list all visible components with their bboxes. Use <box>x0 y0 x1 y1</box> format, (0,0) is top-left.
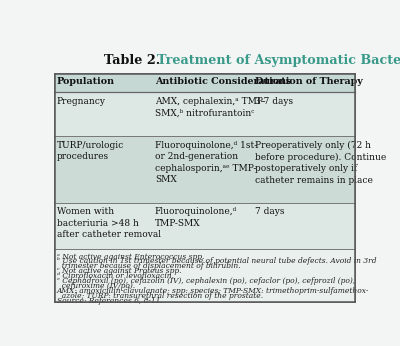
Text: Fluoroquinolone,ᵈ
TMP-SMX: Fluoroquinolone,ᵈ TMP-SMX <box>155 208 237 228</box>
Text: azole; TURP: transurethral resection of the prostate.: azole; TURP: transurethral resection of … <box>57 292 263 300</box>
Text: ᵈ Ciprofloxacin or levofloxacin.: ᵈ Ciprofloxacin or levofloxacin. <box>57 272 174 280</box>
Text: trimester because of displacement of bilirubin.: trimester because of displacement of bil… <box>57 262 240 270</box>
Text: Women with
bacteriuria >48 h
after catheter removal: Women with bacteriuria >48 h after cathe… <box>57 208 161 239</box>
Text: Duration of Therapy: Duration of Therapy <box>255 77 363 86</box>
Text: cefuroxime (IV/po).: cefuroxime (IV/po). <box>57 282 135 290</box>
FancyBboxPatch shape <box>55 92 355 136</box>
Text: Antibiotic Considerations: Antibiotic Considerations <box>155 77 291 86</box>
Text: TURP/urologic
procedures: TURP/urologic procedures <box>57 141 124 161</box>
Text: Population: Population <box>57 77 115 86</box>
Text: Treatment of Asymptomatic Bacteriuria: Treatment of Asymptomatic Bacteriuria <box>157 54 400 67</box>
Text: Table 2.: Table 2. <box>104 54 165 67</box>
Text: AMX, cephalexin,ᵃ TMP-
SMX,ᵇ nitrofurantoinᶜ: AMX, cephalexin,ᵃ TMP- SMX,ᵇ nitrofurant… <box>155 97 265 117</box>
Text: ᵇ Use caution in 1st trimester because of potential neural tube defects. Avoid i: ᵇ Use caution in 1st trimester because o… <box>57 257 376 265</box>
Text: 3-7 days: 3-7 days <box>255 97 293 106</box>
FancyBboxPatch shape <box>55 203 355 249</box>
Text: ᵃ Not active against Enterococcus spp.: ᵃ Not active against Enterococcus spp. <box>57 253 204 261</box>
Text: 7 days: 7 days <box>255 208 285 217</box>
FancyBboxPatch shape <box>55 249 355 302</box>
Text: ᵉ Cephadroxil (po), cefazolin (IV), cephalexin (po), cefaclor (po), cefprozil (p: ᵉ Cephadroxil (po), cefazolin (IV), ceph… <box>57 277 355 285</box>
FancyBboxPatch shape <box>55 74 355 92</box>
Text: Source: References 6, 8-11.: Source: References 6, 8-11. <box>57 297 162 305</box>
Text: Fluoroquinolone,ᵈ 1st-
or 2nd-generation
cephalosporin,ᵃᵉ TMP-
SMX: Fluoroquinolone,ᵈ 1st- or 2nd-generation… <box>155 141 257 184</box>
Text: Pregnancy: Pregnancy <box>57 97 106 106</box>
FancyBboxPatch shape <box>55 136 355 203</box>
Text: AMX: amoxicillin-clavulanate; spp: species; TMP-SMX: trimethoprim-sulfamethox-: AMX: amoxicillin-clavulanate; spp: speci… <box>57 287 369 295</box>
Text: Preoperatively only (72 h
before procedure). Continue
postoperatively only if
ca: Preoperatively only (72 h before procedu… <box>255 141 386 184</box>
FancyBboxPatch shape <box>55 74 355 302</box>
Text: ᶜ Not active against Proteus spp.: ᶜ Not active against Proteus spp. <box>57 267 181 275</box>
